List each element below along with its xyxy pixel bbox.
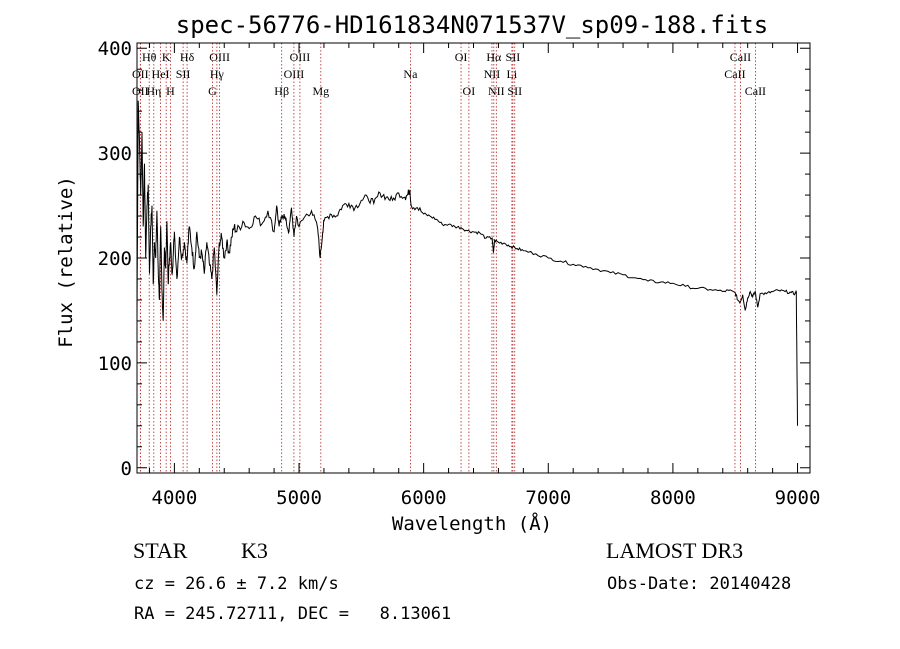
annotation-label: OII <box>132 67 149 81</box>
annotation-label: SII <box>507 84 522 98</box>
x-tick-label: 5000 <box>276 487 322 509</box>
y-tick-label: 0 <box>121 458 132 480</box>
chart-title: spec-56776-HD161834N071537V_sp09-188.fit… <box>176 11 768 39</box>
redshift-value: cz = 26.6 ± 7.2 km/s <box>134 574 339 594</box>
x-axis: 4000 5000 6000 7000 8000 9000 <box>148 43 821 509</box>
y-axis-label: Flux (relative) <box>55 176 77 348</box>
observation-date: Obs-Date: 20140428 <box>607 574 792 594</box>
annotation-label: NII <box>484 67 501 81</box>
object-subclass: K3 <box>241 538 268 563</box>
object-class: STAR <box>133 538 188 563</box>
x-tick-label: 8000 <box>650 487 696 509</box>
annotation-label: NII <box>488 84 505 98</box>
y-tick-label: 300 <box>98 143 132 165</box>
annotation-label: Na <box>403 67 418 81</box>
spectrum-line <box>136 100 798 426</box>
annotation-label: SII <box>506 50 521 64</box>
annotation-label: CaII <box>745 84 766 98</box>
y-tick-label: 200 <box>98 248 132 270</box>
annotation-label: SII <box>176 67 191 81</box>
annotation-label: Li <box>507 67 518 81</box>
annotation-label: K <box>162 50 171 64</box>
annotation-label: Hγ <box>210 67 225 81</box>
annotation-label: OIII <box>209 50 230 64</box>
annotation-label: Hθ <box>142 50 157 64</box>
annotation-label: Mg <box>312 84 329 98</box>
annotation-label: Hβ <box>274 84 289 98</box>
x-axis-label: Wavelength (Å) <box>392 512 552 535</box>
x-tick-label: 4000 <box>152 487 198 509</box>
y-tick-label: 400 <box>98 38 132 60</box>
annotation-label: Hη <box>146 84 161 98</box>
annotation-label: OIII <box>284 67 305 81</box>
annotation-label: HeI <box>152 67 170 81</box>
annotation-label: Hα <box>486 50 502 64</box>
spectrum-line-group <box>136 100 798 426</box>
annotation-label: G <box>208 84 217 98</box>
annotation-label: CaII <box>730 50 751 64</box>
y-axis: 0 100 200 300 400 <box>98 38 810 480</box>
x-tick-label: 7000 <box>525 487 571 509</box>
x-tick-label: 6000 <box>401 487 447 509</box>
annotation-label: OII <box>132 84 149 98</box>
annotation-lines <box>139 43 756 473</box>
annotation-label: OI <box>463 84 476 98</box>
annotation-label: CaII <box>724 67 745 81</box>
annotation-label: Hδ <box>180 50 195 64</box>
annotation-label: OIII <box>290 50 311 64</box>
annotation-label: H <box>166 84 175 98</box>
x-tick-label: 9000 <box>775 487 821 509</box>
coordinates: RA = 245.72711, DEC = 8.13061 <box>134 604 452 624</box>
survey-name: LAMOST DR3 <box>606 538 744 563</box>
plot-frame <box>136 42 811 474</box>
annotation-label: OI <box>455 50 468 64</box>
y-tick-label: 100 <box>98 353 132 375</box>
